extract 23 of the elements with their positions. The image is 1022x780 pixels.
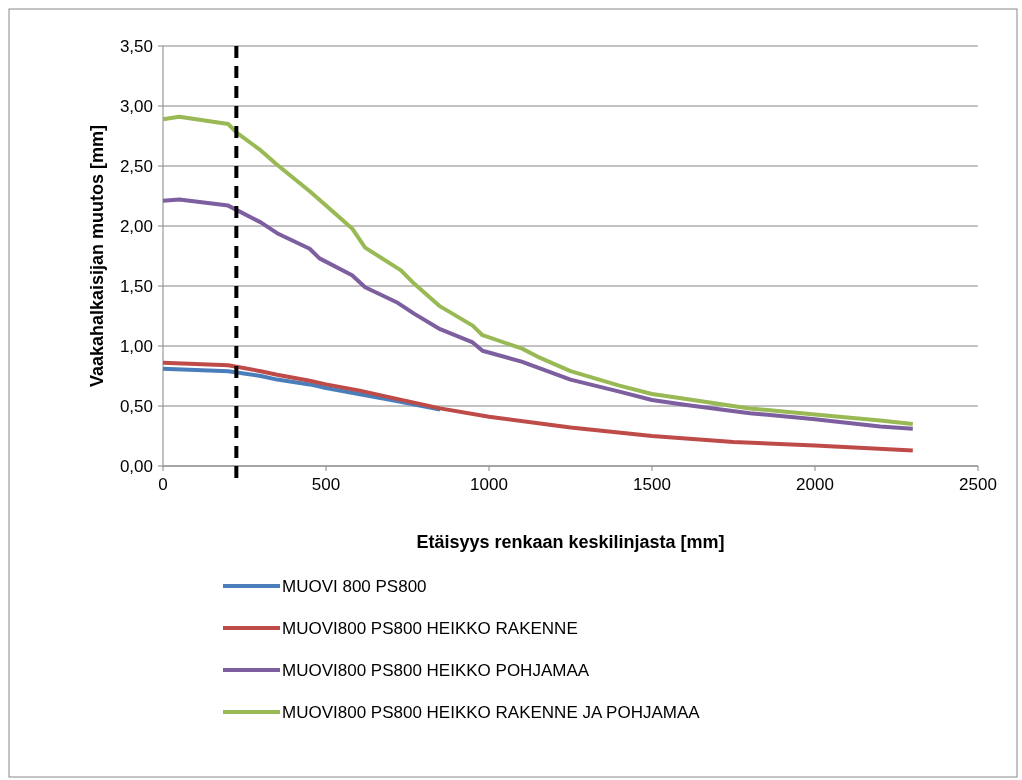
line-series bbox=[161, 197, 915, 431]
y-axis-title: Vaakahalkaisijan muutos [mm] bbox=[87, 124, 107, 388]
y-tick-label: 3,00 bbox=[119, 97, 153, 116]
legend-label: MUOVI 800 PS800 bbox=[282, 577, 427, 596]
x-axis-title: Etäisyys renkaan keskilinjasta [mm] bbox=[416, 532, 725, 552]
x-tick-label: 500 bbox=[311, 475, 341, 494]
line-series bbox=[161, 360, 915, 453]
y-tick-label: 1,50 bbox=[119, 277, 153, 296]
line-series bbox=[161, 114, 915, 426]
x-tick-label: 0 bbox=[158, 475, 168, 494]
legend-label: MUOVI800 PS800 HEIKKO RAKENNE bbox=[282, 619, 578, 638]
y-tick-label: 2,00 bbox=[119, 217, 153, 236]
x-tick-label: 1500 bbox=[633, 475, 671, 494]
legend-label: MUOVI800 PS800 HEIKKO POHJAMAA bbox=[282, 661, 590, 680]
y-tick-label: 1,00 bbox=[119, 337, 153, 356]
y-tick-label: 3,50 bbox=[119, 37, 153, 56]
x-tick-label: 2500 bbox=[959, 475, 997, 494]
y-tick-label: 0,50 bbox=[119, 397, 153, 416]
x-tick-label: 2000 bbox=[796, 475, 834, 494]
y-tick-label: 2,50 bbox=[119, 157, 153, 176]
y-tick-label: 0,00 bbox=[119, 457, 153, 476]
x-tick-label: 1000 bbox=[470, 475, 508, 494]
legend-label: MUOVI800 PS800 HEIKKO RAKENNE JA POHJAMAA bbox=[282, 703, 701, 722]
